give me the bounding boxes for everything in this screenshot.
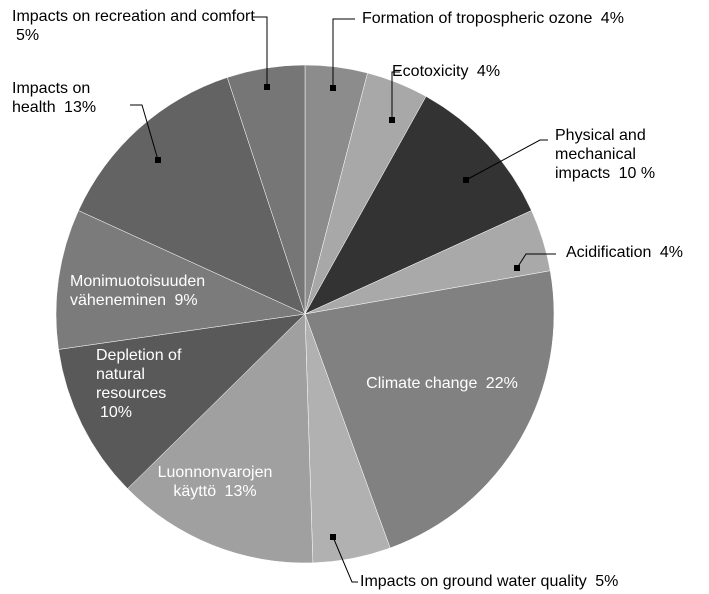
- leader-dot: [514, 265, 520, 271]
- category-name: Impacts on health: [12, 80, 91, 116]
- leader-dot: [330, 85, 336, 91]
- category-name: Acidification: [566, 244, 652, 261]
- value-label: 10 %: [618, 165, 656, 182]
- slice-label: Impacts on recreation and comfort 5%: [12, 7, 257, 45]
- slice-label: Acidification 4%: [566, 243, 706, 262]
- slice-label: Climate change 22%: [362, 374, 522, 393]
- value-label: 4%: [659, 244, 683, 261]
- value-label: 22%: [485, 375, 518, 392]
- leader-dot: [155, 157, 161, 163]
- leader-line: [130, 104, 159, 161]
- slice-label: Depletion of natural resources 10%: [96, 346, 206, 422]
- category-name: Luonnonvarojen käyttö: [157, 464, 273, 500]
- category-name: Depletion of natural resources: [96, 347, 182, 402]
- slice-label: Monimuotoisuuden väheneminen 9%: [70, 272, 240, 310]
- category-name: Impacts on ground water quality: [360, 573, 587, 590]
- leader-dot: [389, 117, 395, 123]
- value-label: 13%: [224, 483, 257, 500]
- leader-line: [332, 536, 358, 583]
- slice-label: Impacts on ground water quality 5%: [360, 572, 700, 591]
- value-label: 4%: [476, 63, 501, 80]
- slice-label: Physical and mechanical impacts 10 %: [555, 126, 685, 183]
- pie-slice: [226, 64, 306, 315]
- pie-slice: [304, 270, 555, 549]
- leader-dot: [463, 177, 469, 183]
- slice-label: Luonnonvarojen käyttö 13%: [150, 463, 280, 501]
- category-name: Climate change: [366, 375, 478, 392]
- slice-label: Impacts on health 13%: [12, 79, 137, 117]
- pie-slice: [58, 313, 306, 490]
- leader-line: [332, 18, 355, 88]
- pie-slice: [304, 96, 532, 315]
- leader-line: [391, 71, 400, 120]
- value-label: 4%: [600, 10, 624, 27]
- slice-label: Formation of tropospheric ozone 4%: [362, 9, 702, 28]
- leader-dot: [264, 84, 270, 90]
- leader-line: [465, 139, 548, 181]
- category-name: Physical and mechanical impacts: [555, 127, 646, 182]
- category-name: Ecotoxicity: [392, 63, 469, 80]
- leader-line: [252, 16, 268, 87]
- category-name: Impacts on recreation and comfort: [12, 8, 255, 25]
- slice-label: Ecotoxicity 4%: [392, 62, 592, 81]
- value-label: 10%: [100, 404, 133, 421]
- value-label: 5%: [16, 27, 40, 44]
- pie-slice: [55, 210, 306, 350]
- pie-slice: [78, 77, 306, 315]
- pie-slice: [127, 313, 314, 564]
- value-label: 9%: [174, 292, 198, 309]
- category-name: Monimuotoisuuden väheneminen: [70, 273, 206, 309]
- value-label: 5%: [595, 573, 619, 590]
- leader-line: [516, 253, 556, 269]
- value-label: 13%: [64, 99, 97, 116]
- leader-dot: [330, 534, 336, 540]
- category-name: Formation of tropospheric ozone: [362, 10, 593, 27]
